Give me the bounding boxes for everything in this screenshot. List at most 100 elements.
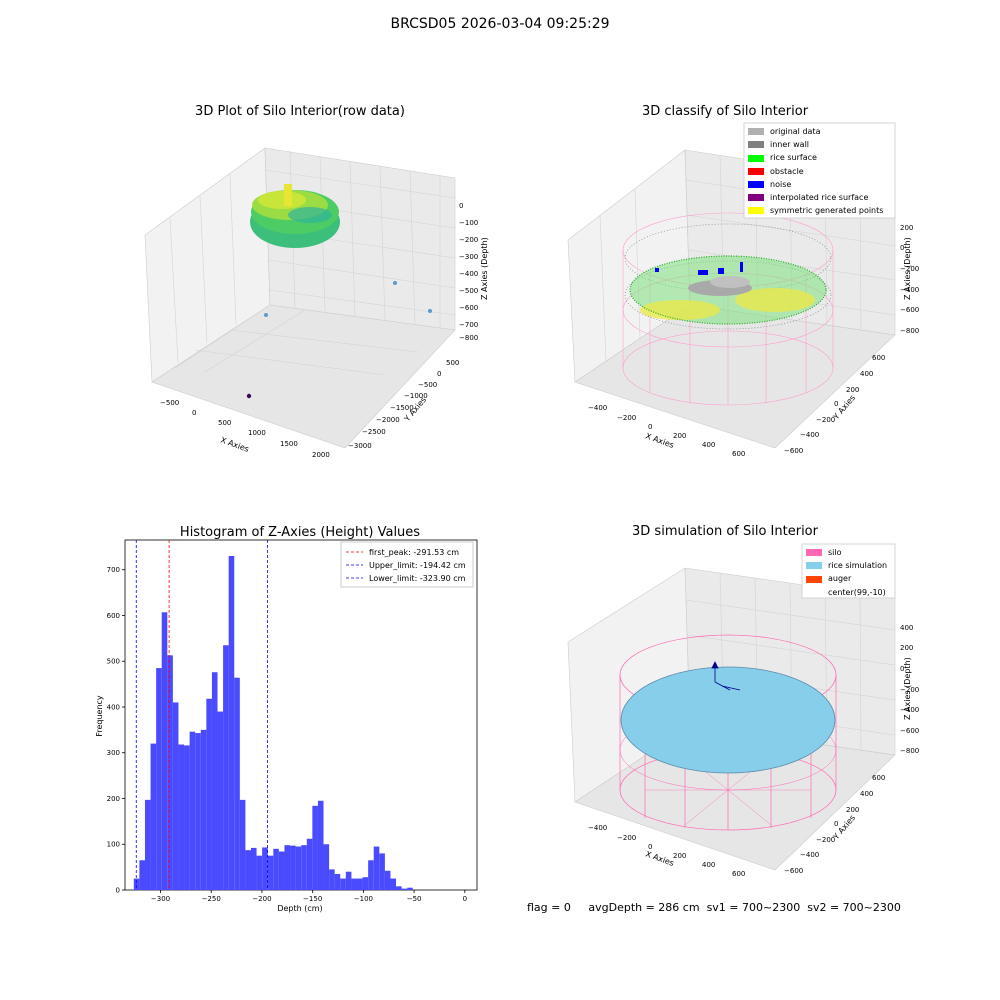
histogram-bar [267, 855, 274, 890]
z-tick-label: 200 [900, 644, 913, 652]
noise-points [655, 262, 743, 275]
histogram-bar [167, 655, 173, 890]
x-tick-label: 200 [673, 852, 686, 860]
histogram-bar [189, 731, 196, 890]
legend-label: obstacle [770, 166, 804, 176]
y-ticks: 0 100 200 300 400 500 600 700 [107, 566, 125, 895]
histogram-bars [133, 556, 413, 890]
x-axis-label: X Axies [644, 431, 675, 450]
z-ticks: 0 −100 −200 −300 −400 −500 −600 −700 −80… [459, 202, 478, 342]
y-tick-label: 500 [446, 359, 459, 367]
x-ticks: −400 −200 0 200 400 600 [588, 824, 745, 878]
x-tick-label: −200 [252, 895, 271, 903]
x-tick-label: 1000 [248, 429, 266, 437]
x-tick-label: 2000 [312, 451, 330, 459]
x-axis-label: X Axies [644, 849, 675, 868]
legend-item: center(99,-10) [806, 586, 887, 599]
z-ticks: 200 0 −200 −400 −600 −800 [900, 224, 919, 335]
z-tick-label: −700 [459, 321, 478, 329]
legend-frame [340, 541, 474, 588]
z-tick-label: −400 [900, 286, 919, 294]
histogram-bar [150, 743, 157, 890]
legend-label: silo [828, 548, 842, 557]
panel4-title: 3D simulation of Silo Interior [632, 524, 818, 539]
y-tick-label: 200 [846, 806, 859, 814]
y-tick-label: 400 [860, 370, 873, 378]
z-axis-label: Z Axies (Depth) [903, 657, 912, 720]
histogram-bar [306, 838, 313, 890]
histogram-bar [278, 851, 285, 890]
legend-label: noise [770, 179, 792, 189]
rice-simulation-surface [620, 666, 836, 774]
histogram-bar [161, 612, 168, 890]
reference-lines [135, 540, 269, 890]
histogram-bar [334, 873, 341, 890]
y-tick-label: 600 [107, 612, 120, 620]
rice-blob [250, 184, 340, 248]
legend-label: auger [828, 574, 852, 584]
histogram-bar [301, 845, 307, 890]
legend-item: obstacle [748, 165, 883, 178]
y-tick-label: 500 [107, 658, 120, 666]
x-tick-label: 0 [192, 409, 196, 417]
legend-label: rice surface [770, 153, 817, 163]
panel1-title: 3D Plot of Silo Interior(row data) [195, 104, 405, 119]
y-tick-label: 0 [834, 820, 838, 828]
histogram-bar [234, 677, 240, 890]
histogram-bar [200, 729, 207, 890]
histogram-title: Histogram of Z-Axies (Height) Values [180, 525, 420, 540]
x-tick-label: −200 [617, 834, 636, 842]
y-tick-label: −2000 [376, 416, 400, 424]
y-tick-label: 0 [834, 400, 838, 408]
legend-label: symmetric generated points [770, 206, 884, 216]
legend-label: inner wall [770, 140, 810, 150]
y-axis-label: Frequency [95, 695, 104, 737]
y-tick-label: −1500 [390, 404, 414, 412]
legend-swatch [806, 575, 822, 583]
classify-3d-plot: −400 −200 0 200 400 600 X Axies 600 400 … [567, 122, 919, 458]
x-tick-label: 0 [648, 843, 652, 851]
x-tick-label: 0 [648, 423, 652, 431]
histogram-bar [373, 846, 380, 890]
y-tick-label: 300 [107, 749, 120, 757]
histogram-bar [312, 805, 318, 890]
legend-label: Upper_limit: -194.42 cm [369, 561, 466, 570]
histogram-bar [262, 847, 268, 890]
histogram-bar [228, 556, 235, 890]
histogram-bar [195, 733, 201, 890]
z-tick-label: −300 [459, 253, 478, 261]
y-tick-label: 200 [107, 795, 120, 803]
x-tick-label: 600 [732, 450, 745, 458]
legend-swatch [748, 180, 764, 188]
legend-label: interpolated rice surface [770, 193, 869, 203]
rice-surface-points [629, 255, 827, 325]
histogram-bar [172, 702, 179, 890]
y-tick-label: 600 [872, 354, 885, 362]
legend-swatch [748, 128, 764, 136]
simulation-legend: silo rice simulation auger center(99,-10) [806, 546, 887, 599]
histogram-bar [295, 846, 302, 890]
histogram-bar [144, 799, 151, 890]
raw-3d-plot: −500 0 500 1000 1500 2000 X Axies 500 0 … [144, 147, 489, 459]
legend-label: first_peak: -291.53 cm [369, 548, 459, 557]
z-tick-label: −200 [459, 236, 478, 244]
z-axis-label: Z Axies (Depth) [903, 237, 912, 300]
x-tick-label: −250 [202, 895, 221, 903]
simulation-3d-plot: −400 −200 0 200 400 600 X Axies 600 400 … [567, 543, 919, 878]
histogram-bar [396, 886, 402, 890]
figure-title: BRCSD05 2026-03-04 09:25:29 [390, 16, 610, 32]
histogram-bar [284, 845, 291, 890]
legend-swatch [806, 589, 822, 596]
y-tick-label: 400 [860, 790, 873, 798]
legend-swatch [806, 549, 822, 557]
histogram-bar [329, 869, 335, 890]
z-tick-label: −800 [459, 334, 478, 342]
legend-item: auger [806, 572, 887, 585]
z-tick-label: −600 [459, 304, 478, 312]
histogram-bar [273, 848, 279, 890]
z-tick-label: 200 [900, 224, 913, 232]
legend-swatch [748, 194, 764, 202]
histogram-bar [323, 844, 330, 890]
histogram-bar [256, 855, 263, 890]
legend-swatch [806, 562, 822, 570]
